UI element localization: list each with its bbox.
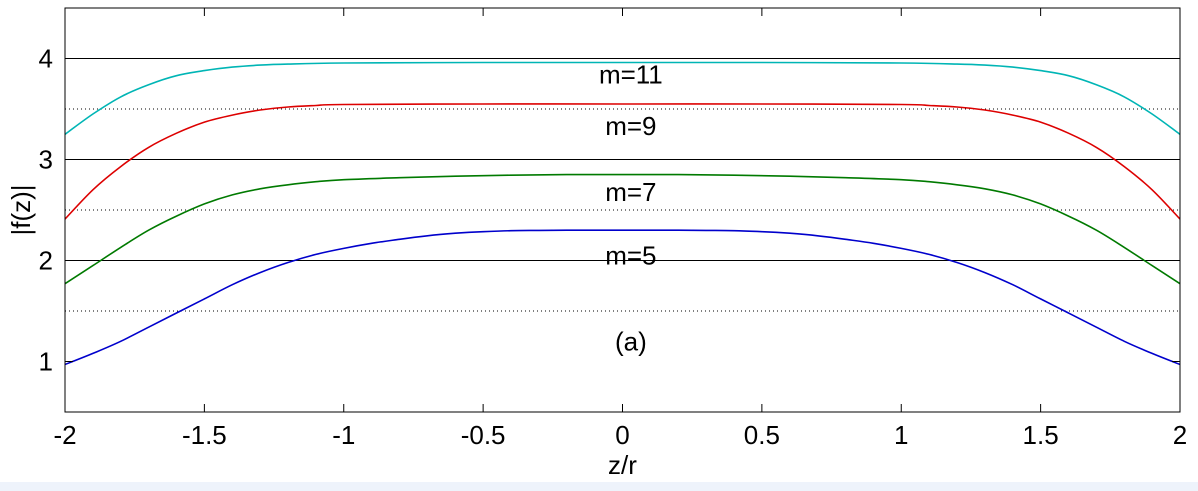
y-tick-label: 2 bbox=[39, 246, 53, 276]
series-line-m9 bbox=[64, 103, 1181, 220]
window-bottom-strip bbox=[0, 482, 1198, 491]
x-tick-label: 0 bbox=[615, 420, 629, 450]
y-axis-label: |f(z)| bbox=[6, 184, 36, 235]
x-tick-label: -1 bbox=[332, 420, 355, 450]
x-tick-label: 1 bbox=[894, 420, 908, 450]
y-tick-label: 3 bbox=[39, 145, 53, 175]
x-tick-label: -1.5 bbox=[182, 420, 227, 450]
series-label-m9: m=9 bbox=[605, 111, 656, 141]
x-tick-label: -2 bbox=[53, 420, 76, 450]
horizontal-reference-lines bbox=[65, 58, 1180, 312]
series-label-m5: m=5 bbox=[605, 240, 656, 270]
y-tick-label: 1 bbox=[39, 347, 53, 377]
axis-ticks: -2 -1.5 -1 -0.5 0 0.5 1 1.5 2 1 2 3 4 bbox=[39, 8, 1187, 450]
curve-annotations: m=5 m=7 m=9 m=11 (a) bbox=[599, 60, 663, 357]
x-tick-label: 1.5 bbox=[1023, 420, 1059, 450]
curve-series bbox=[64, 61, 1181, 366]
y-tick-label: 4 bbox=[39, 44, 53, 74]
panel-label: (a) bbox=[615, 326, 647, 356]
series-label-m11: m=11 bbox=[599, 60, 663, 90]
series-line-m11 bbox=[64, 61, 1181, 135]
x-tick-label: 2 bbox=[1173, 420, 1187, 450]
series-label-m7: m=7 bbox=[605, 177, 656, 207]
series-line-m7 bbox=[64, 173, 1181, 285]
series-line-m5 bbox=[64, 229, 1181, 366]
x-axis-label: z/r bbox=[608, 450, 637, 480]
x-tick-label: -0.5 bbox=[461, 420, 506, 450]
x-tick-label: 0.5 bbox=[744, 420, 780, 450]
